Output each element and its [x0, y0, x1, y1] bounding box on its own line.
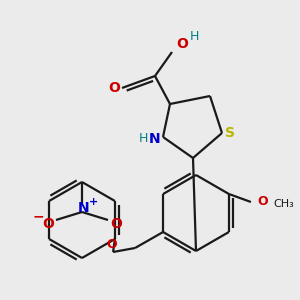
Text: H: H	[190, 29, 200, 43]
Text: S: S	[225, 126, 235, 140]
Text: O: O	[42, 217, 54, 231]
Text: O: O	[110, 217, 122, 231]
Text: O: O	[108, 81, 120, 95]
Text: H: H	[138, 133, 148, 146]
Text: CH₃: CH₃	[273, 199, 294, 209]
Text: O: O	[257, 196, 268, 208]
Text: O: O	[176, 37, 188, 51]
Text: N: N	[78, 201, 90, 215]
Text: N: N	[149, 132, 161, 146]
Text: +: +	[89, 197, 99, 207]
Text: O: O	[107, 238, 117, 250]
Text: −: −	[32, 209, 44, 223]
